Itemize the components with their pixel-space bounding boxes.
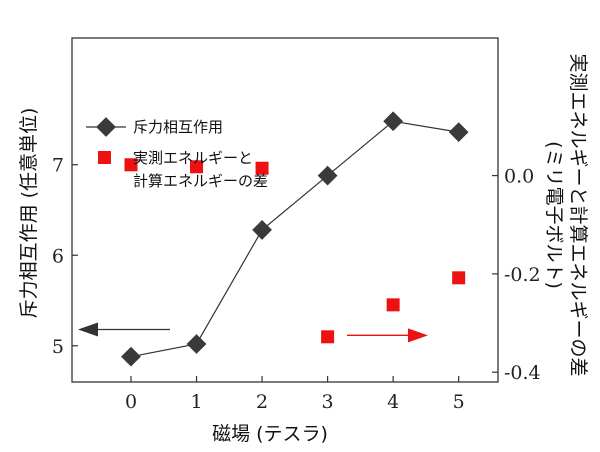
tick-group: 0 1 2 3 4 5 5 6 7 0.0 -0.2 -0.4 — [52, 155, 541, 413]
plot-frame — [71, 37, 499, 383]
legend-square-swatch — [98, 151, 111, 164]
x-tick-label: 4 — [387, 391, 399, 413]
y-right-tick-label: -0.2 — [504, 264, 541, 286]
energy-diff-point — [452, 271, 466, 285]
energy-diff-point — [321, 330, 335, 344]
energy-diff-point — [255, 161, 269, 175]
energy-diff-point — [124, 158, 138, 172]
y-left-tick-label: 5 — [52, 336, 64, 358]
legend-label-energy-line1: 実測エネルギーと — [133, 149, 253, 167]
legend-label-energy-line2: 計算エネルギーの差 — [133, 172, 268, 190]
legend-label-repulsion: 斥力相互作用 — [133, 118, 223, 136]
repulsion-point — [317, 165, 338, 186]
y-axis-label-right-line2: (ミリ電子ボルト) — [543, 141, 565, 289]
repulsion-point — [186, 334, 207, 354]
right-axis-arrow-head — [408, 328, 428, 343]
x-tick-label: 5 — [453, 391, 465, 413]
energy-diff-point — [190, 160, 204, 174]
y-right-tick-label: -0.4 — [504, 362, 541, 384]
legend: 斥力相互作用 実測エネルギーと 計算エネルギーの差 — [86, 117, 268, 190]
energy-diff-point — [386, 298, 400, 312]
y-axis-label-left: 斥力相互作用 (任意単位) — [18, 108, 40, 319]
x-tick-label: 0 — [125, 391, 137, 413]
y-left-tick-label: 6 — [52, 245, 64, 267]
x-axis-label: 磁場 (テスラ) — [212, 423, 328, 445]
annotation-arrows — [78, 322, 428, 343]
x-tick-label: 2 — [256, 391, 268, 413]
y-left-tick-label: 7 — [52, 155, 64, 177]
axes-frame — [71, 37, 499, 383]
y-right-tick-label: 0.0 — [504, 166, 534, 188]
repulsion-point — [121, 346, 141, 367]
repulsion-point — [383, 111, 404, 132]
left-axis-arrow-head — [78, 322, 98, 337]
repulsion-point — [448, 122, 469, 143]
x-tick-label: 1 — [190, 391, 202, 413]
x-tick-label: 3 — [322, 391, 334, 413]
series-repulsion-line — [130, 120, 459, 358]
y-axis-label-right-line1: 実測エネルギーと計算エネルギーの差 — [567, 53, 589, 376]
legend-diamond-swatch — [96, 117, 116, 137]
repulsion-point — [252, 220, 272, 240]
